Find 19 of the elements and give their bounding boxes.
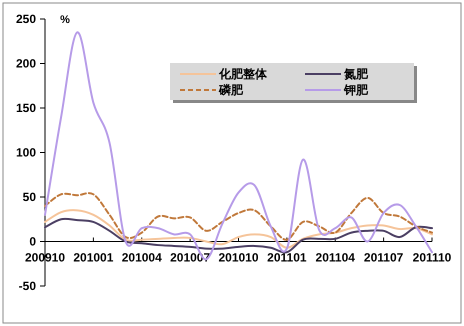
legend-label: 磷肥 xyxy=(218,83,244,97)
y-tick-label: 50 xyxy=(22,190,36,204)
x-tick-label: 201101 xyxy=(267,250,307,264)
y-tick-label: 200 xyxy=(16,56,36,70)
y-tick-label: 0 xyxy=(29,234,36,248)
legend-label: 氮肥 xyxy=(343,67,369,81)
y-axis-title: % xyxy=(60,14,70,26)
y-tick-label: 150 xyxy=(16,101,36,115)
x-tick-label: 201004 xyxy=(122,250,162,264)
legend-label: 化肥整体 xyxy=(218,67,268,81)
legend-label: 钾肥 xyxy=(343,83,369,97)
y-tick-label: 250 xyxy=(16,12,36,26)
x-tick-label: 201110 xyxy=(412,250,452,264)
x-tick-label: 201001 xyxy=(73,250,114,264)
x-tick-label: 201010 xyxy=(218,250,259,264)
y-tick-label: 100 xyxy=(16,146,36,160)
y-tick-label: -50 xyxy=(18,279,36,293)
x-tick-label: 201104 xyxy=(316,250,356,264)
x-tick-label: 201107 xyxy=(364,250,404,264)
